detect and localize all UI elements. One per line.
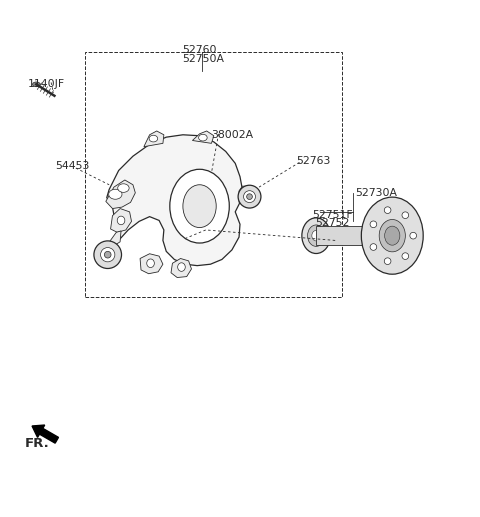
Ellipse shape bbox=[104, 251, 111, 258]
Polygon shape bbox=[192, 131, 214, 143]
Ellipse shape bbox=[147, 259, 155, 267]
Ellipse shape bbox=[183, 185, 216, 227]
Ellipse shape bbox=[149, 135, 158, 142]
Ellipse shape bbox=[117, 216, 125, 225]
Ellipse shape bbox=[384, 226, 400, 245]
Ellipse shape bbox=[238, 185, 261, 208]
Polygon shape bbox=[171, 258, 192, 278]
Ellipse shape bbox=[243, 191, 255, 203]
Ellipse shape bbox=[101, 248, 115, 262]
FancyArrow shape bbox=[32, 425, 59, 443]
Text: 52752: 52752 bbox=[315, 218, 349, 228]
Polygon shape bbox=[140, 254, 163, 273]
Ellipse shape bbox=[308, 225, 324, 247]
Ellipse shape bbox=[170, 169, 229, 243]
Ellipse shape bbox=[302, 218, 330, 253]
Circle shape bbox=[370, 221, 377, 227]
Polygon shape bbox=[239, 186, 252, 205]
Ellipse shape bbox=[178, 263, 185, 271]
Text: 52750A: 52750A bbox=[182, 54, 224, 64]
Ellipse shape bbox=[361, 197, 423, 274]
Ellipse shape bbox=[33, 82, 40, 87]
Circle shape bbox=[384, 207, 391, 214]
Text: FR.: FR. bbox=[25, 437, 49, 450]
Polygon shape bbox=[107, 135, 242, 266]
Circle shape bbox=[384, 258, 391, 265]
Polygon shape bbox=[108, 231, 121, 247]
Text: 52751F: 52751F bbox=[312, 210, 353, 220]
Ellipse shape bbox=[118, 184, 129, 192]
Ellipse shape bbox=[94, 241, 121, 268]
Text: 1140JF: 1140JF bbox=[28, 79, 65, 88]
Ellipse shape bbox=[199, 134, 207, 141]
Circle shape bbox=[402, 212, 408, 219]
Ellipse shape bbox=[247, 194, 252, 200]
Polygon shape bbox=[106, 180, 135, 208]
Text: 54453: 54453 bbox=[55, 161, 90, 171]
Circle shape bbox=[370, 244, 377, 250]
Text: 52763: 52763 bbox=[296, 156, 331, 166]
Polygon shape bbox=[316, 226, 392, 245]
Polygon shape bbox=[110, 208, 132, 232]
Text: 52760: 52760 bbox=[182, 45, 216, 55]
Circle shape bbox=[410, 232, 417, 239]
Text: 52730A: 52730A bbox=[355, 188, 397, 198]
Text: 38002A: 38002A bbox=[212, 130, 253, 140]
Polygon shape bbox=[144, 131, 164, 147]
Ellipse shape bbox=[108, 189, 122, 199]
Ellipse shape bbox=[332, 240, 336, 244]
Ellipse shape bbox=[312, 231, 321, 241]
Circle shape bbox=[402, 253, 408, 260]
Ellipse shape bbox=[379, 220, 405, 252]
